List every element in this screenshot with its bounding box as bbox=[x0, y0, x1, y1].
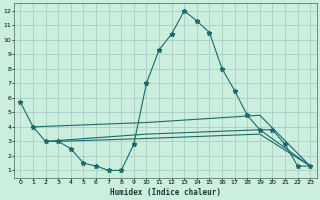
X-axis label: Humidex (Indice chaleur): Humidex (Indice chaleur) bbox=[110, 188, 221, 197]
